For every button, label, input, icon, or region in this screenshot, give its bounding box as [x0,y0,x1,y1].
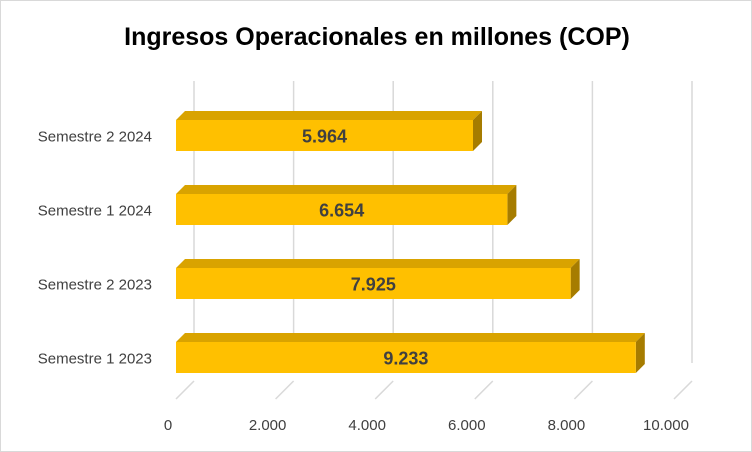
x-axis-tick-labels: 0 2.000 4.000 6.000 8.000 10.000 [164,417,689,434]
bar-front-face [176,268,571,299]
category-label: Semestre 1 2023 [38,351,152,368]
grid-line-floor [474,380,494,400]
grid-line-floor [374,380,394,400]
x-tick-label: 4.000 [348,417,386,434]
data-label: 6.654 [319,201,364,221]
bar [176,111,483,151]
bar [176,259,580,299]
bar-top-face [176,111,483,120]
bar-top-face [176,333,645,342]
bar-side-face [635,333,645,373]
x-tick-label: 2.000 [249,417,287,434]
bar-front-face [176,194,508,225]
bar-top-face [176,259,580,268]
x-tick-label: 6.000 [448,417,486,434]
chart-title: Ingresos Operacionales en millones (COP) [124,23,630,51]
bar [176,185,517,225]
bar-side-face [473,111,483,151]
x-tick-label: 8.000 [548,417,586,434]
grid-line-floor [175,380,195,400]
grid-line-floor [573,380,593,400]
y-axis-category-labels: Semestre 1 2023 Semestre 2 2023 Semestre 1… [38,129,152,368]
grid-line-floor [275,380,295,400]
data-labels: 9.233 7.925 6.654 5.964 [302,127,428,369]
data-label: 5.964 [302,127,347,147]
grid-line-floor [673,380,693,400]
bar-front-face [176,120,474,151]
bar [176,333,645,373]
bar-side-face [570,259,580,299]
x-tick-label: 10.000 [643,417,689,434]
data-label: 7.925 [351,275,396,295]
bar-side-face [507,185,517,225]
x-tick-label: 0 [164,417,172,434]
data-label: 9.233 [383,349,428,369]
bars [176,111,645,373]
category-label: Semestre 1 2024 [38,203,152,220]
bar-front-face [176,342,636,373]
category-label: Semestre 2 2023 [38,277,152,294]
bar-top-face [176,185,517,194]
category-label: Semestre 2 2024 [38,129,152,146]
